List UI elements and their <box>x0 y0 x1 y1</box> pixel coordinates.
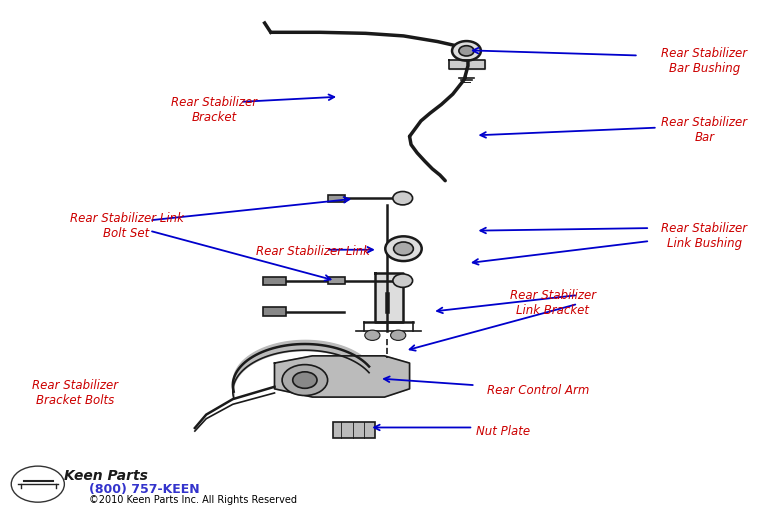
Circle shape <box>365 330 380 340</box>
Text: Rear Stabilizer Link
Bolt Set: Rear Stabilizer Link Bolt Set <box>69 211 183 239</box>
FancyBboxPatch shape <box>333 422 376 438</box>
Text: Rear Control Arm: Rear Control Arm <box>487 384 589 397</box>
FancyBboxPatch shape <box>328 277 345 284</box>
Text: Rear Stabilizer
Bracket Bolts: Rear Stabilizer Bracket Bolts <box>32 379 118 407</box>
Circle shape <box>393 242 413 255</box>
Text: Rear Stabilizer
Link Bracket: Rear Stabilizer Link Bracket <box>510 289 596 317</box>
Polygon shape <box>275 356 410 397</box>
FancyBboxPatch shape <box>263 277 286 285</box>
Text: Rear Stabilizer Link: Rear Stabilizer Link <box>256 245 370 258</box>
FancyBboxPatch shape <box>263 307 286 315</box>
FancyBboxPatch shape <box>328 195 345 202</box>
Circle shape <box>293 372 317 388</box>
Circle shape <box>385 236 422 261</box>
Text: Rear Stabilizer
Link Bushing: Rear Stabilizer Link Bushing <box>661 222 748 250</box>
Text: Rear Stabilizer
Bracket: Rear Stabilizer Bracket <box>171 96 257 124</box>
Circle shape <box>393 274 413 287</box>
Text: (800) 757-KEEN: (800) 757-KEEN <box>89 483 199 496</box>
Circle shape <box>393 192 413 205</box>
Text: Rear Stabilizer
Bar: Rear Stabilizer Bar <box>661 116 748 144</box>
Polygon shape <box>375 274 403 322</box>
Circle shape <box>390 330 406 340</box>
Text: Keen Parts: Keen Parts <box>64 469 148 483</box>
Circle shape <box>459 46 474 56</box>
Text: Rear Stabilizer
Bar Bushing: Rear Stabilizer Bar Bushing <box>661 47 748 75</box>
Text: Nut Plate: Nut Plate <box>476 425 530 438</box>
Circle shape <box>452 41 481 61</box>
Text: ©2010 Keen Parts Inc. All Rights Reserved: ©2010 Keen Parts Inc. All Rights Reserve… <box>89 495 296 505</box>
Circle shape <box>282 365 327 396</box>
Polygon shape <box>449 60 484 69</box>
